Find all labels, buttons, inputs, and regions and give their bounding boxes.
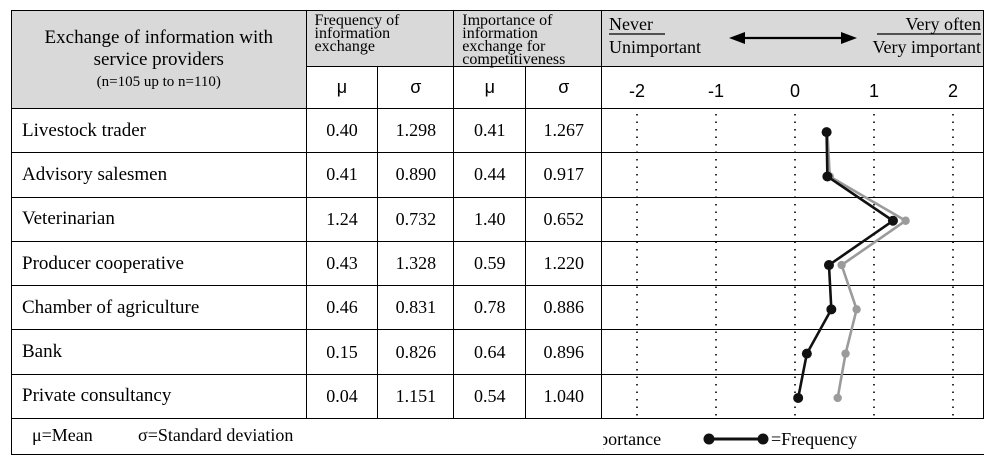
row-label: Advisory salesmen [11,152,307,198]
frequency-header: Frequency of information exchange [305,10,455,67]
imp-mu-value: 0.64 [453,329,527,375]
plot-cell [601,373,984,420]
importance-header-text: Importance of information exchange for c… [462,12,566,68]
imp-sigma-value: 1.267 [525,107,603,154]
imp-mu-value: 0.41 [453,107,527,154]
legend-frequency-label: =Frequency [771,429,857,449]
data-point [823,260,834,271]
table-row: Producer cooperative 0.43 1.328 0.59 1.220 [11,240,984,287]
imp-sigma-value: 0.886 [525,285,603,331]
imp-mu-value: 0.54 [453,373,527,420]
freq-sigma-value: 1.298 [377,107,455,154]
scale-right-top-label: Very often [906,14,981,34]
data-point [837,260,846,270]
table-row: Veterinarian 1.24 0.732 1.40 0.652 [11,196,984,242]
data-point [901,216,910,225]
scale-right-bottom-label: Very important [873,37,981,57]
row-header-title: Exchange of information with service pro… [44,26,273,70]
scale-ticks-cell [601,66,984,109]
imp-sigma-header: σ [525,66,603,109]
row-label: Veterinarian [11,196,307,242]
dot-plot: Never Unimportant Very often Very important… [603,14,981,449]
scale-arrow-right-head [841,32,857,44]
importance-header: Importance of information exchange for c… [453,10,603,68]
legend-frequency-dot-left [703,433,715,445]
sd-note: σ=Standard deviation [138,425,294,445]
data-point [887,215,898,226]
imp-sigma-value: 0.896 [525,329,603,375]
x-tick-label: 1 [869,81,879,101]
imp-sigma-value: 1.040 [525,373,603,420]
freq-sigma-value: 0.831 [377,285,455,331]
mean-note: μ=Mean [32,425,93,445]
data-point [793,392,804,403]
freq-mu-header: μ [305,66,379,109]
table-row: Private consultancy 0.04 1.151 0.54 1.040 [11,373,984,420]
freq-mu-value: 0.41 [305,152,379,198]
freq-mu-value: 0.46 [305,285,379,331]
frequency-header-text: Frequency of information exchange [314,12,400,55]
freq-mu-value: 0.40 [305,107,379,154]
legend-importance-label: =Importance [603,429,661,449]
data-point [801,348,812,359]
plot-cell [601,329,984,375]
imp-mu-value: 0.78 [453,285,527,331]
scale-left-top-label: Never [609,14,653,34]
freq-sigma-value: 1.151 [377,373,455,420]
plot-cell [601,285,984,331]
row-label: Chamber of agriculture [11,285,307,331]
freq-sigma-value: 1.328 [377,240,455,287]
imp-mu-value: 0.59 [453,240,527,287]
row-label: Private consultancy [11,373,307,420]
freq-mu-value: 0.04 [305,373,379,420]
imp-sigma-value: 0.917 [525,152,603,198]
data-point [833,393,842,403]
row-label: Bank [11,329,307,375]
data-point [841,349,850,358]
table-row: Advisory salesmen 0.41 0.890 0.44 0.917 [11,152,984,198]
x-tick-label: -1 [708,81,724,101]
freq-mu-value: 0.43 [305,240,379,287]
plot-cell [601,107,984,154]
row-label: Livestock trader [11,107,307,154]
imp-mu-value: 0.44 [453,152,527,198]
table-row: Livestock trader 0.40 1.298 0.41 1.267 [11,107,984,154]
data-point [822,171,833,182]
data-point [821,127,832,138]
plot-cell [601,152,984,198]
data-point [852,305,861,314]
freq-mu-value: 1.24 [305,196,379,242]
freq-sigma-header: σ [377,66,455,109]
imp-mu-header: μ [453,66,527,109]
imp-mu-value: 1.40 [453,196,527,242]
x-tick-label: 0 [790,81,800,101]
freq-mu-value: 0.15 [305,329,379,375]
row-label: Producer cooperative [11,240,307,287]
imp-sigma-value: 0.652 [525,196,603,242]
row-header-sample-size: (n=105 up to n=110) [96,73,221,90]
scale-left-bottom-label: Unimportant [609,37,701,57]
legend-frequency-dot-right [757,433,769,445]
table-row: Chamber of agriculture 0.46 0.831 0.78 0.886 [11,285,984,331]
plot-cell [601,196,984,242]
imp-sigma-value: 1.220 [525,240,603,287]
row-header: Exchange of information with service pro… [11,10,307,109]
scale-arrow-left-head [729,32,745,44]
table-row: Bank 0.15 0.826 0.64 0.896 [11,329,984,375]
x-tick-label: -2 [629,81,645,101]
freq-sigma-value: 0.732 [377,196,455,242]
x-tick-label: 2 [948,81,958,101]
data-point [826,304,837,315]
freq-sigma-value: 0.890 [377,152,455,198]
plot-cell [601,240,984,287]
freq-sigma-value: 0.826 [377,329,455,375]
stats-table: Exchange of information with service pro… [11,10,984,455]
